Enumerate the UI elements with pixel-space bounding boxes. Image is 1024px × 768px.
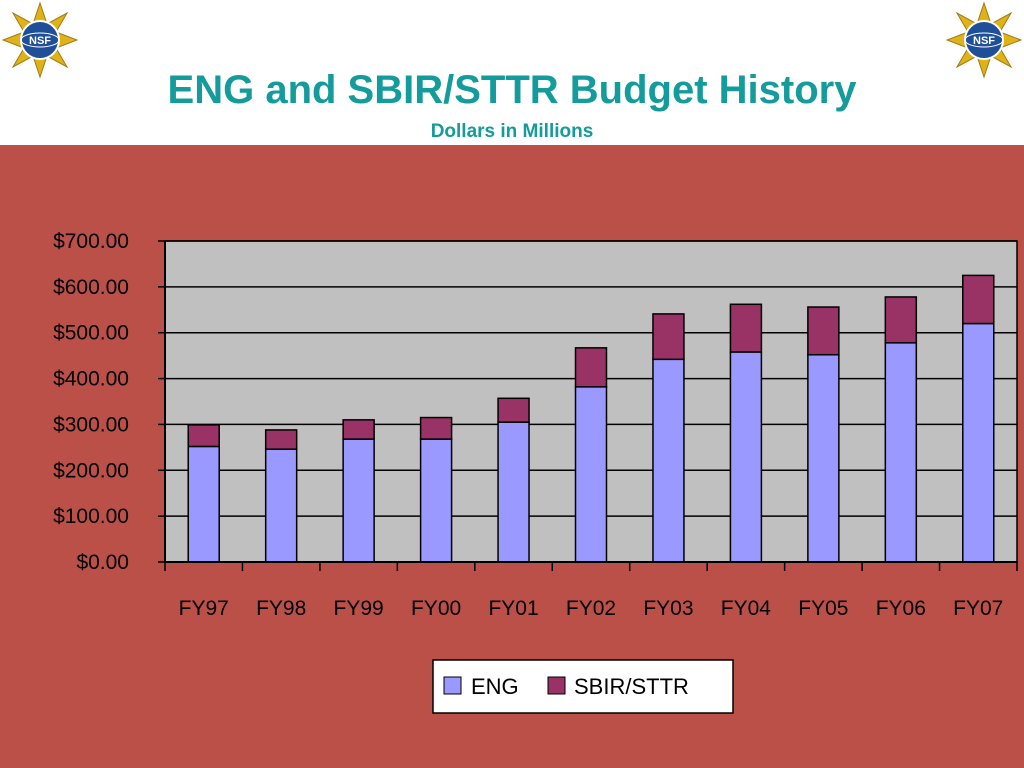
nsf-seal-icon: NSF [946, 2, 1022, 78]
bar-eng-fy02 [574, 386, 608, 563]
legend: ENG SBIR/STTR [432, 659, 734, 714]
bar-sbir-sttr-fy99 [342, 419, 375, 440]
bar-sbir-sttr-fy01 [497, 397, 530, 423]
x-tick-label: FY99 [334, 597, 384, 620]
bar-sbir-sttr-fy05 [807, 306, 840, 356]
nsf-seal-icon: NSF [2, 2, 78, 78]
stacked-bar-chart: $0.00 $100.00 $200.00 $300.00 $400.00 $500.00… [53, 230, 1018, 714]
y-tick-label: $100.00 [53, 505, 129, 528]
legend-swatch-eng [443, 676, 462, 695]
y-tick-label: $600.00 [53, 276, 129, 299]
y-tick-label: $700.00 [53, 230, 129, 253]
bar-eng-fy97 [187, 445, 220, 563]
x-tick-label: FY01 [488, 597, 538, 620]
slide-header: NSF NSF ENG and SBIR/STTR Budget History… [0, 0, 1024, 145]
bar-sbir-sttr-fy02 [574, 347, 608, 388]
y-tick-label: $400.00 [53, 368, 129, 391]
bar-eng-fy99 [342, 438, 375, 563]
bar-eng-fy04 [729, 351, 763, 563]
legend-label-eng: ENG [471, 674, 519, 699]
bar-sbir-sttr-fy04 [729, 303, 763, 353]
bar-sbir-sttr-fy98 [264, 429, 298, 450]
svg-text:NSF: NSF [29, 35, 51, 47]
bar-sbir-sttr-fy03 [652, 313, 685, 361]
legend-swatch-sbir-sttr [547, 676, 566, 695]
x-tick-label: FY00 [411, 597, 461, 620]
svg-text:NSF: NSF [973, 35, 995, 47]
legend-label-sbir-sttr: SBIR/STTR [574, 674, 689, 699]
x-tick-label: FY97 [179, 597, 229, 620]
axes [164, 241, 1017, 563]
x-tick-label: FY06 [876, 597, 926, 620]
chart-subtitle: Dollars in Millions [430, 121, 594, 142]
y-axis-ticks: $0.00 $100.00 $200.00 $300.00 $400.00 $500.00… [53, 230, 165, 574]
x-tick-label: FY04 [721, 597, 772, 620]
bar-eng-fy00 [419, 438, 453, 563]
bars [187, 274, 995, 563]
bar-eng-fy06 [884, 342, 918, 563]
x-tick-label: FY02 [566, 597, 616, 620]
y-tick-label: $200.00 [53, 459, 129, 482]
chart-title: ENG and SBIR/STTR Budget History [167, 68, 857, 112]
bar-sbir-sttr-fy97 [187, 424, 220, 448]
bar-eng-fy98 [264, 448, 298, 563]
chart-panel: $0.00 $100.00 $200.00 $300.00 $400.00 $500.00… [0, 145, 1024, 768]
bar-sbir-sttr-fy00 [419, 416, 453, 440]
bar-eng-fy05 [807, 353, 840, 563]
x-tick-label: FY03 [643, 597, 693, 620]
bar-eng-fy07 [962, 322, 995, 563]
bar-sbir-sttr-fy06 [884, 296, 918, 344]
y-tick-label: $500.00 [53, 322, 129, 345]
legend-box [432, 659, 734, 714]
x-tick-label: FY98 [256, 597, 306, 620]
y-tick-label: $300.00 [53, 413, 129, 436]
x-tick-label: FY07 [953, 597, 1003, 620]
x-tick-label: FY05 [798, 597, 848, 620]
bar-eng-fy03 [652, 358, 685, 563]
y-tick-label: $0.00 [76, 551, 129, 574]
x-axis-ticks: FY97 FY98 FY99 FY00 FY01 FY02 FY03 FY04 FY05 FY06… [164, 562, 1018, 620]
bar-eng-fy01 [497, 421, 530, 563]
bar-sbir-sttr-fy07 [962, 274, 995, 325]
